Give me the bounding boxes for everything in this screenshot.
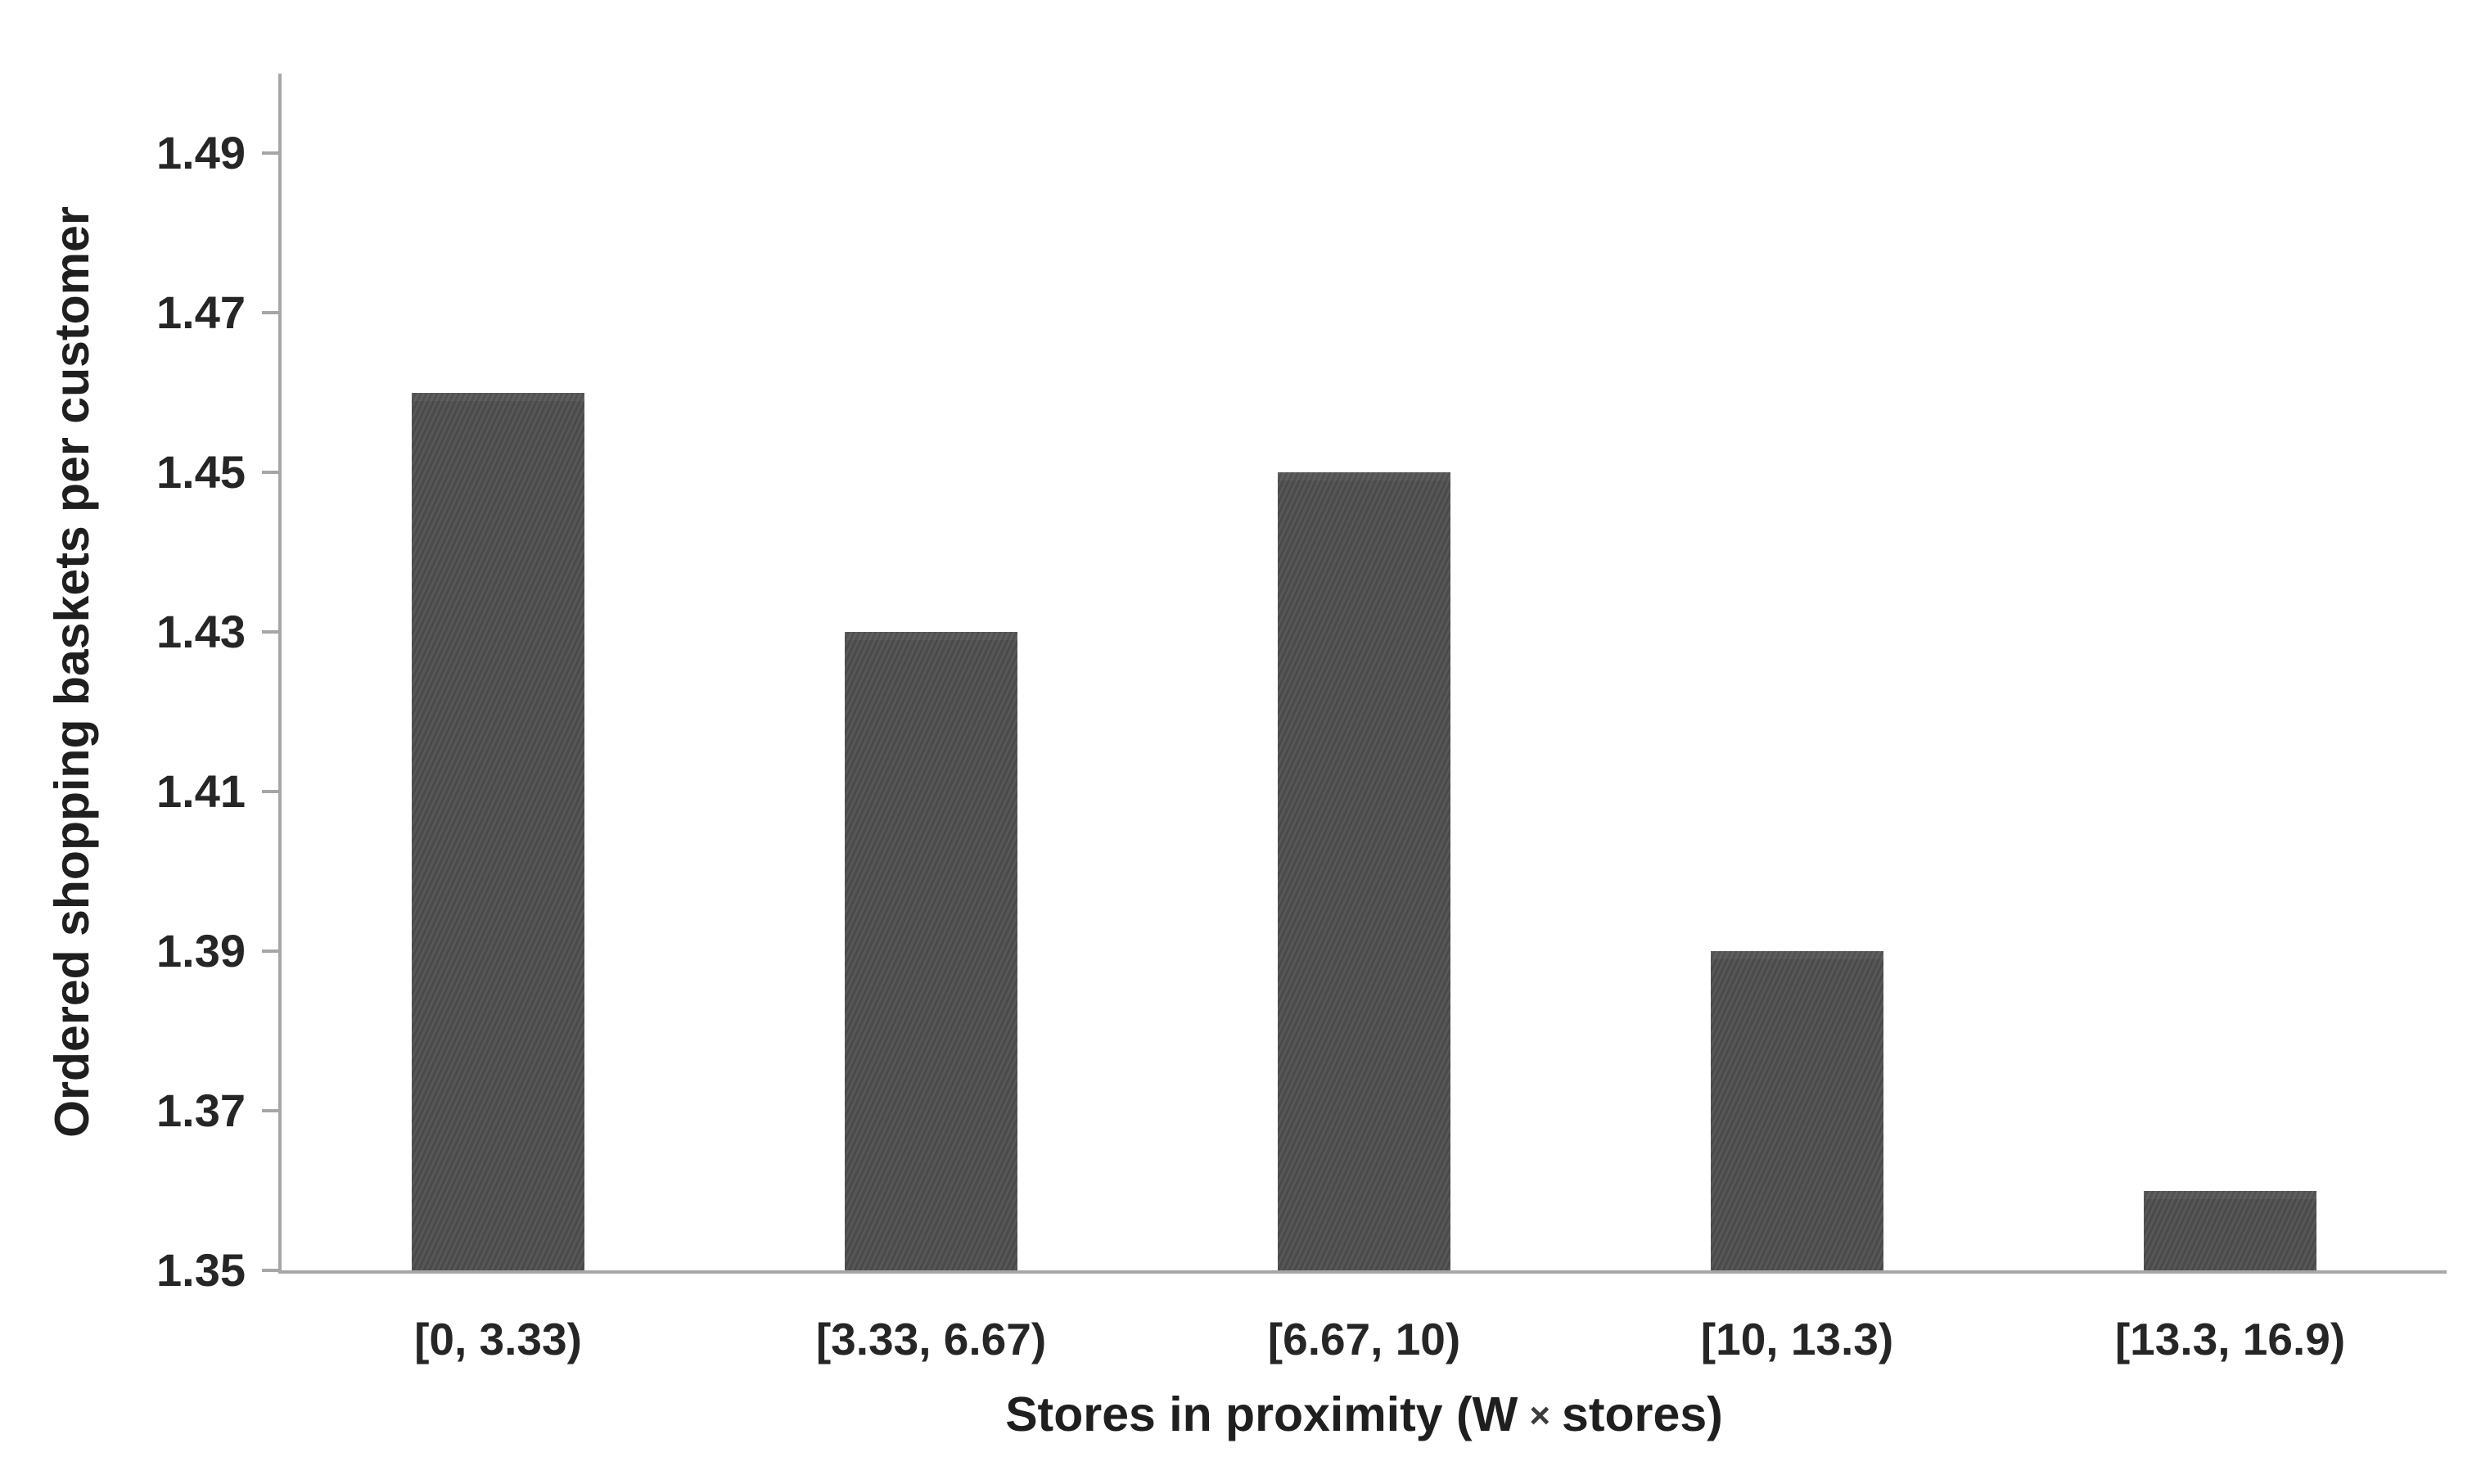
y-tick-label: 1.35: [156, 1244, 246, 1296]
x-axis-title: Stores in proximity (W × stores): [282, 1387, 2447, 1442]
x-tick-label: [6.67, 10): [1267, 1314, 1461, 1364]
y-axis-title: Ordered shopping baskets per customer: [45, 206, 99, 1138]
x-tick-label: [3.33, 6.67): [815, 1314, 1047, 1364]
y-tick-mark: [262, 151, 282, 156]
x-tick-label: [0, 3.33): [414, 1314, 582, 1364]
bar-1: [411, 392, 585, 1270]
x-tick-label: [10, 13.3): [1700, 1314, 1894, 1364]
y-tick-mark: [262, 1269, 282, 1272]
y-tick-label: 1.41: [156, 765, 246, 818]
y-tick-mark: [262, 790, 282, 794]
bar-2: [844, 632, 1018, 1270]
y-tick-label: 1.37: [156, 1085, 246, 1137]
y-tick-mark: [262, 949, 282, 954]
y-tick-label: 1.39: [156, 925, 246, 977]
y-tick-label: 1.43: [156, 606, 246, 658]
x-tick-label: [13.3, 16.9): [2114, 1314, 2346, 1364]
multiplication-sign: ×: [1529, 1396, 1551, 1436]
x-axis-title-prefix: Stores in proximity (W: [1005, 1387, 1518, 1441]
bar-4: [1710, 951, 1884, 1270]
y-tick-mark: [262, 630, 282, 634]
y-tick-label: 1.45: [156, 446, 246, 498]
y-tick-mark: [262, 311, 282, 315]
bar-5: [2143, 1190, 2317, 1270]
y-tick-mark: [262, 471, 282, 475]
plot-area: Stores in proximity (W × stores) 1.35 1.37 1…: [156, 74, 2447, 1441]
bar-3: [1277, 472, 1451, 1270]
x-axis-title-suffix: stores): [1562, 1387, 1723, 1441]
y-tick-mark: [262, 1109, 282, 1113]
y-tick-label: 1.49: [156, 127, 246, 179]
y-tick-label: 1.47: [156, 286, 246, 339]
